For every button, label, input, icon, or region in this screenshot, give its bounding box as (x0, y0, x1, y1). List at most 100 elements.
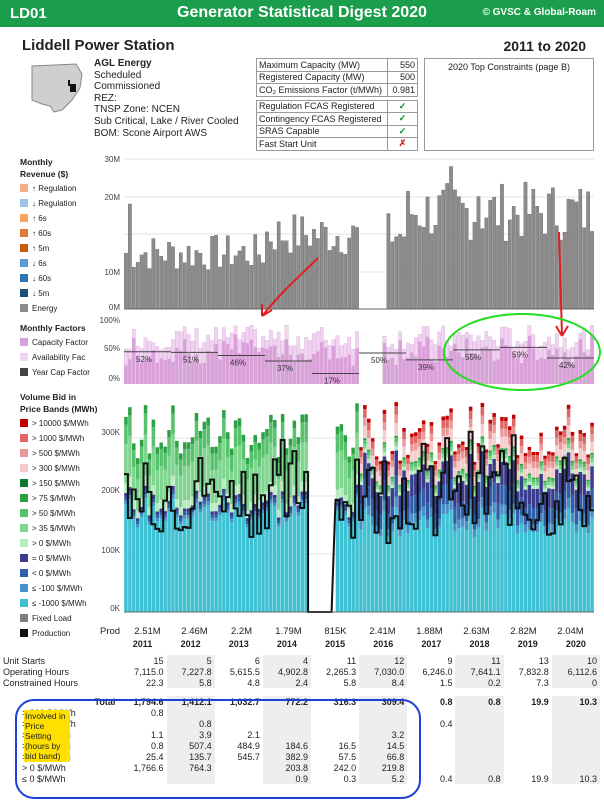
revenue-bar (449, 166, 453, 310)
band-segment (347, 456, 351, 463)
band-segment (535, 455, 539, 462)
prod-value: 1.79M (275, 626, 302, 637)
band-segment (128, 487, 132, 492)
arrow-up-icon: ↑ (32, 214, 39, 223)
band-segment (339, 450, 344, 489)
band-segment (433, 464, 438, 471)
band-segment (186, 442, 191, 450)
band-segment (159, 466, 163, 501)
band-segment (269, 499, 273, 504)
band-segment (570, 473, 575, 495)
band-segment (398, 492, 402, 496)
legend-item: > 0 $/MWh (20, 536, 110, 551)
table-cell: 66.8 (359, 751, 408, 762)
band-segment (527, 529, 532, 612)
table-row: Total 1,794.6 1,412.1 1,032.7 772.2 316.3 309.… (0, 696, 600, 707)
band-segment (261, 509, 265, 514)
band-segment (284, 471, 289, 504)
band-segment (378, 461, 383, 465)
band-segment (441, 514, 445, 612)
band-segment (171, 490, 175, 495)
legend-item: > 75 $/MWh (20, 491, 110, 506)
table-cell: 0.8 (151, 740, 164, 751)
revenue-bar (496, 225, 500, 310)
capacity-bar (230, 349, 234, 384)
band-segment (464, 521, 469, 530)
revenue-bar (280, 240, 285, 310)
band-segment (386, 529, 391, 537)
band-segment (527, 504, 532, 522)
band-segment (488, 487, 492, 507)
band-segment (226, 502, 230, 506)
registration-label: Contingency FCAS Registered (256, 112, 388, 126)
band-segment (151, 494, 156, 499)
band-segment (378, 470, 383, 477)
band-segment (206, 501, 210, 506)
band-segment (578, 448, 583, 460)
band-segment (574, 462, 579, 470)
revenue-bar (590, 231, 594, 310)
band-segment (464, 456, 469, 464)
revenue-bar (437, 195, 442, 310)
band-segment (179, 524, 183, 612)
band-segment (132, 467, 136, 501)
band-segment (414, 435, 418, 444)
band-segment (343, 442, 348, 460)
capacity-bar (304, 359, 308, 384)
band-segment (504, 461, 508, 486)
legend-item: ↑ 60s (20, 226, 100, 241)
band-segment (284, 503, 289, 513)
band-segment (445, 415, 449, 420)
band-segment (359, 521, 363, 530)
band-segment (128, 435, 132, 477)
legend-item: ↓ 6s (20, 256, 100, 271)
band-segment (425, 472, 430, 476)
table-cell (455, 751, 504, 762)
table-cell: 0.8 (455, 696, 504, 707)
band-segment (394, 435, 398, 438)
capacity-bar (437, 345, 441, 384)
legend-item: ↑ 5m (20, 241, 100, 256)
band-segment (229, 455, 234, 472)
axis-tick: 0% (108, 374, 120, 383)
band-segment (476, 475, 481, 479)
registration-label: SRAS Capable (256, 124, 388, 138)
band-segment (523, 489, 528, 509)
band-segment (468, 439, 473, 442)
band-segment (175, 440, 179, 448)
band-segment (406, 479, 410, 482)
band-segment (402, 439, 406, 447)
band-segment (226, 509, 230, 514)
band-segment (535, 485, 539, 489)
band-segment (539, 450, 543, 462)
band-segment (570, 431, 575, 436)
band-segment (378, 476, 383, 486)
revenue-bar (578, 189, 583, 310)
prod-value: 1.88M (416, 626, 443, 637)
revenue-bar (547, 193, 551, 310)
band-segment (421, 424, 426, 432)
band-segment (261, 493, 265, 503)
band-segment (386, 496, 391, 515)
revenue-bar (492, 197, 496, 310)
band-segment (417, 520, 422, 612)
capacity-bar (551, 355, 555, 384)
band-segment (566, 408, 571, 418)
capacity-bar (124, 365, 128, 384)
band-segment (464, 450, 469, 457)
band-segment (547, 461, 551, 468)
band-segment (453, 488, 457, 508)
band-segment (523, 532, 528, 612)
band-segment (132, 450, 136, 468)
band-segment (179, 521, 183, 525)
band-segment (480, 497, 485, 508)
revenue-legend-items: ↑ Regulation ↓ Regulation ↑ 6s ↑ 60s ↑ 5m ↓ 6… (20, 181, 100, 316)
revenue-bar (143, 252, 148, 310)
band-segment (135, 521, 140, 525)
band-segment (159, 442, 163, 450)
band-segment (370, 466, 375, 468)
band-segment (218, 511, 222, 516)
band-segment (175, 514, 179, 518)
band-segment (398, 460, 402, 464)
table-cell: 545.7 (237, 751, 260, 762)
